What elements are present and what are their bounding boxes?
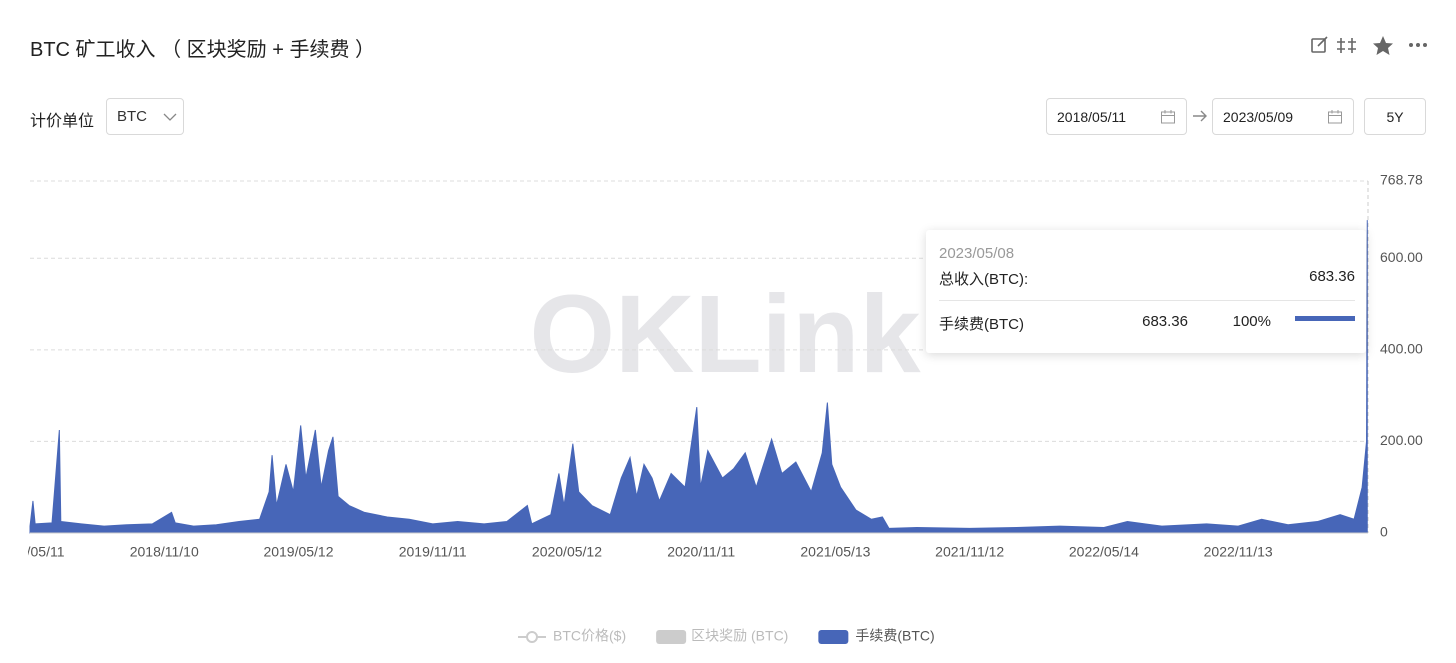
- x-axis: 2018/05/11 2018/11/10 2019/05/12 2019/11/11…: [0, 544, 1273, 560]
- calendar-icon: [1328, 110, 1342, 124]
- tooltip-total: 683.36: [1309, 268, 1355, 285]
- y-tick-label: 400.00: [1380, 341, 1423, 357]
- y-tick-label: 600.00: [1380, 249, 1423, 265]
- arrow-icon: [1193, 110, 1207, 122]
- legend-label: BTC价格($): [553, 628, 626, 644]
- legend-label: 区块奖励 (BTC): [691, 628, 788, 644]
- start-date: 2018/05/11: [1057, 109, 1127, 125]
- x-tick-label: 2019/11/11: [399, 544, 467, 560]
- y-tick-label: 768.78: [1380, 172, 1423, 188]
- x-tick-label: 2021/11/12: [935, 544, 1004, 560]
- watermark: OKLink: [529, 273, 921, 396]
- legend-icon: [818, 630, 849, 644]
- chevron: [163, 113, 177, 121]
- tooltip-total-label: 总收入(BTC):: [939, 271, 1029, 288]
- unit-value: BTC: [117, 108, 147, 125]
- x-tick-label: 2018/11/10: [130, 544, 199, 560]
- tooltip-series-name: 手续费(BTC): [939, 316, 1024, 333]
- end-date-input[interactable]: 2023/05/09: [1212, 98, 1354, 135]
- tooltip-share: 100%: [1232, 313, 1271, 330]
- legend-icon: [526, 631, 538, 643]
- x-tick-label: 2022/11/13: [1204, 544, 1273, 560]
- x-tick-label: 2020/11/11: [667, 544, 735, 560]
- unit-select[interactable]: BTC: [106, 98, 184, 135]
- tooltip-divider: [939, 300, 1355, 301]
- tooltip: 2023/05/08 总收入(BTC): 683.36 手续费(BTC) 683…: [926, 230, 1366, 353]
- x-tick-label: 2022/05/14: [1069, 544, 1139, 560]
- x-tick-label: 2018/05/11: [0, 544, 65, 560]
- range-button[interactable]: 5Y: [1364, 98, 1426, 135]
- toolbar-icons[interactable]: [1300, 30, 1440, 60]
- calendar-icon: [1161, 110, 1175, 124]
- page-title: BTC 矿工收入 （ 区块奖励 + 手续费 ）: [30, 39, 376, 61]
- y-tick-label: 200.00: [1380, 432, 1423, 448]
- tooltip-swatch: [1295, 316, 1355, 321]
- tooltip-date: 2023/05/08: [939, 245, 1015, 262]
- unit-label: 计价单位: [30, 113, 95, 130]
- tooltip-value: 683.36: [1142, 313, 1188, 330]
- area: [29, 220, 1368, 534]
- y-tick-label: 0: [1380, 524, 1388, 540]
- end-date: 2023/05/09: [1223, 109, 1294, 125]
- start-date-input[interactable]: 2018/05/11: [1046, 98, 1187, 135]
- legend-icon: [656, 630, 687, 644]
- x-tick-label: 2021/05/13: [800, 544, 870, 560]
- legend-label: 手续费(BTC): [855, 628, 934, 644]
- x-tick-label: 2019/05/12: [263, 544, 333, 560]
- x-tick-label: 2020/05/12: [532, 544, 602, 560]
